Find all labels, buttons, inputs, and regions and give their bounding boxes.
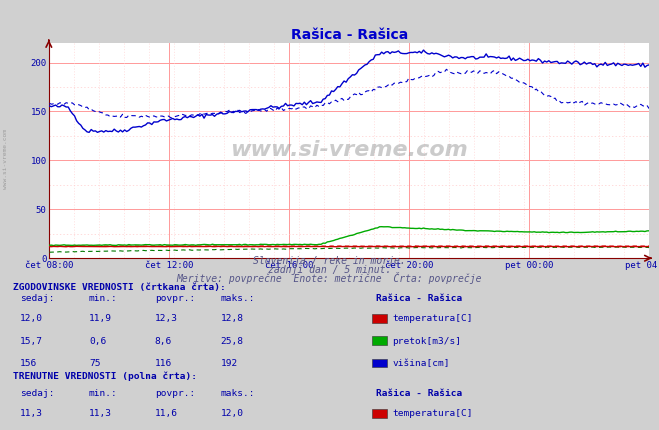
Text: www.si-vreme.com: www.si-vreme.com xyxy=(3,129,9,189)
Text: 12,0: 12,0 xyxy=(20,314,43,323)
Text: min.:: min.: xyxy=(89,389,118,398)
Text: Rašica - Rašica: Rašica - Rašica xyxy=(376,294,462,303)
Text: 11,6: 11,6 xyxy=(155,409,178,418)
Text: maks.:: maks.: xyxy=(221,389,255,398)
Text: 12,3: 12,3 xyxy=(155,314,178,323)
Text: 0,6: 0,6 xyxy=(89,337,106,346)
Text: 11,9: 11,9 xyxy=(89,314,112,323)
Text: www.si-vreme.com: www.si-vreme.com xyxy=(231,141,468,160)
Text: pretok[m3/s]: pretok[m3/s] xyxy=(392,337,461,346)
Text: 25,8: 25,8 xyxy=(221,337,244,346)
Text: povpr.:: povpr.: xyxy=(155,294,195,303)
Text: temperatura[C]: temperatura[C] xyxy=(392,314,473,323)
Text: 12,8: 12,8 xyxy=(221,314,244,323)
Text: sedaj:: sedaj: xyxy=(20,389,54,398)
Text: TRENUTNE VREDNOSTI (polna črta):: TRENUTNE VREDNOSTI (polna črta): xyxy=(13,372,197,381)
Text: 8,6: 8,6 xyxy=(155,337,172,346)
Text: 192: 192 xyxy=(221,359,238,368)
Text: temperatura[C]: temperatura[C] xyxy=(392,409,473,418)
Text: Rašica - Rašica: Rašica - Rašica xyxy=(376,389,462,398)
Text: zadnji dan / 5 minut.: zadnji dan / 5 minut. xyxy=(268,265,391,275)
Text: 116: 116 xyxy=(155,359,172,368)
Text: 75: 75 xyxy=(89,359,100,368)
Text: povpr.:: povpr.: xyxy=(155,389,195,398)
Text: sedaj:: sedaj: xyxy=(20,294,54,303)
Text: ZGODOVINSKE VREDNOSTI (črtkana črta):: ZGODOVINSKE VREDNOSTI (črtkana črta): xyxy=(13,283,226,292)
Text: min.:: min.: xyxy=(89,294,118,303)
Title: Rašica - Rašica: Rašica - Rašica xyxy=(291,28,408,42)
Text: 11,3: 11,3 xyxy=(20,409,43,418)
Text: maks.:: maks.: xyxy=(221,294,255,303)
Text: Slovenija / reke in morje.: Slovenija / reke in morje. xyxy=(253,256,406,267)
Text: 15,7: 15,7 xyxy=(20,337,43,346)
Text: Meritve: povprečne  Enote: metrične  Črta: povprečje: Meritve: povprečne Enote: metrične Črta:… xyxy=(177,272,482,284)
Text: 11,3: 11,3 xyxy=(89,409,112,418)
Text: 156: 156 xyxy=(20,359,37,368)
Text: višina[cm]: višina[cm] xyxy=(392,359,449,368)
Text: 12,0: 12,0 xyxy=(221,409,244,418)
